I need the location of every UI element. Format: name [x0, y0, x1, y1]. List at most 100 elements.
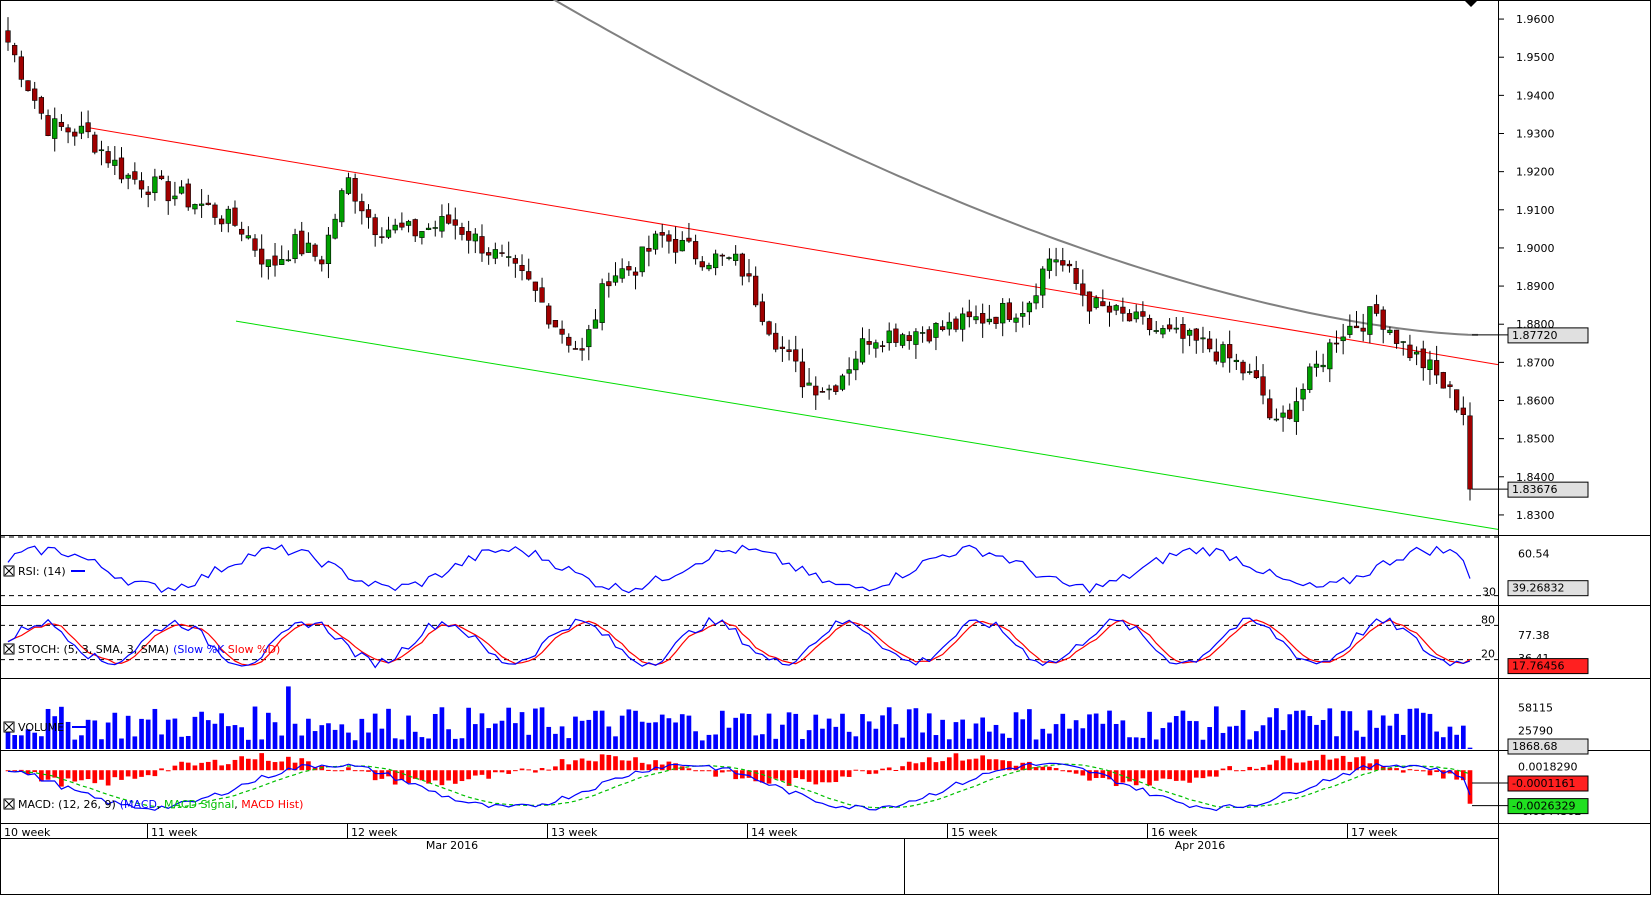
bear-candle: [666, 234, 672, 242]
bull-candle: [1000, 302, 1006, 324]
macd-hist-bar: [72, 770, 78, 782]
macd-hist-bar: [1280, 755, 1286, 771]
macd-hist-bar: [1374, 759, 1379, 771]
stoch-value-label-box: [1507, 658, 1589, 675]
bear-candle: [559, 328, 565, 335]
candle: [125, 173, 131, 190]
bull-candle: [946, 321, 952, 330]
rsi-line: [7, 544, 1471, 594]
bear-candle: [132, 171, 138, 180]
bear-candle: [1440, 372, 1446, 389]
candle: [699, 256, 705, 271]
bear-candle: [906, 335, 912, 342]
bull-candle: [192, 204, 198, 210]
bear-candle: [118, 157, 125, 180]
month-label: Mar 2016: [426, 839, 478, 852]
macd-hist-bar: [826, 770, 832, 783]
volume-bar: [679, 714, 685, 749]
price-axis: 1.9600 1.9500 1.9400 1.9300 1.9200 1.9100 1.90…: [1464, 0, 1589, 522]
macd-hist-bar: [1067, 770, 1072, 773]
volume-bar: [746, 713, 752, 749]
bear-candle: [32, 88, 38, 101]
volume-bar: [953, 722, 959, 749]
bear-candle: [866, 341, 872, 345]
bear-candle: [185, 183, 191, 208]
bear-candle: [1080, 283, 1086, 296]
bear-candle: [452, 219, 458, 226]
volume-bar: [112, 712, 118, 749]
bear-candle: [312, 244, 318, 257]
candle: [1267, 389, 1273, 421]
candle: [132, 162, 138, 185]
volume-bar: [1467, 747, 1473, 749]
volume-bar: [526, 734, 532, 749]
candle: [486, 247, 492, 265]
bull-candle: [873, 342, 879, 349]
volume-bar: [1394, 713, 1399, 749]
candle: [419, 231, 425, 245]
candle: [706, 262, 712, 272]
bear-candle: [45, 115, 51, 136]
candle: [579, 337, 585, 361]
bull-candle: [1020, 313, 1026, 317]
macd-hist-bar: [1420, 770, 1426, 772]
bull-candle: [1233, 359, 1239, 363]
candle: [492, 242, 498, 265]
candle: [819, 387, 826, 393]
macd-hist-bar: [1213, 770, 1219, 777]
candle: [1347, 314, 1353, 339]
bull-candle: [198, 203, 205, 206]
candle: [65, 124, 71, 144]
candle: [1380, 306, 1386, 344]
macd-hist-bar: [960, 760, 965, 771]
candle: [1280, 405, 1286, 432]
scroll-marker-icon[interactable]: [1464, 0, 1478, 7]
bear-candle: [352, 178, 358, 202]
candle: [259, 234, 265, 278]
volume-bar: [99, 739, 104, 749]
volume-bar: [906, 709, 912, 749]
macd-signal-line: [7, 763, 1471, 809]
volume-value-label-box: [1507, 738, 1589, 755]
bear-candle: [1073, 268, 1079, 284]
volume-bar: [1460, 725, 1466, 749]
bull-candle: [1053, 259, 1059, 263]
volume-bar: [719, 710, 725, 749]
macd-hist-bar: [159, 768, 164, 771]
volume-bar: [1360, 736, 1366, 749]
bear-candle: [1267, 398, 1273, 419]
volume-bar: [933, 735, 939, 749]
macd-hist-bar: [252, 759, 258, 771]
volume-bar: [32, 732, 38, 749]
candle: [919, 326, 926, 343]
volume-bar: [619, 715, 625, 749]
volume-bar: [960, 719, 965, 749]
candle: [399, 212, 405, 231]
macd-hist-bar: [546, 769, 552, 771]
bear-candle: [1227, 344, 1233, 359]
week-label: 16 week: [1151, 826, 1198, 839]
candle: [1013, 313, 1019, 333]
volume-bar: [1000, 733, 1006, 749]
bear-candle: [299, 230, 305, 255]
bear-candle: [158, 175, 165, 180]
volume-level-label: 58115: [1518, 702, 1553, 715]
candle: [172, 181, 178, 206]
candle: [365, 204, 372, 229]
candle: [506, 241, 512, 267]
candle: [906, 331, 912, 350]
bull-candle: [1247, 371, 1253, 373]
stoch-d-line: [7, 619, 1471, 666]
candle: [385, 216, 392, 239]
bull-candle: [1347, 325, 1353, 335]
macd-hist-bar: [306, 761, 311, 771]
bear-candle: [632, 271, 639, 276]
macd-hist-bar: [1007, 761, 1012, 771]
macd-hist-bar: [45, 770, 51, 780]
macd-hist-bar: [1367, 763, 1373, 771]
macd-hist-bar: [1200, 770, 1206, 779]
bear-candle: [1146, 318, 1153, 331]
bear-candle: [1213, 351, 1219, 362]
candle: [432, 220, 438, 237]
macd-hist-bar: [1300, 762, 1306, 771]
